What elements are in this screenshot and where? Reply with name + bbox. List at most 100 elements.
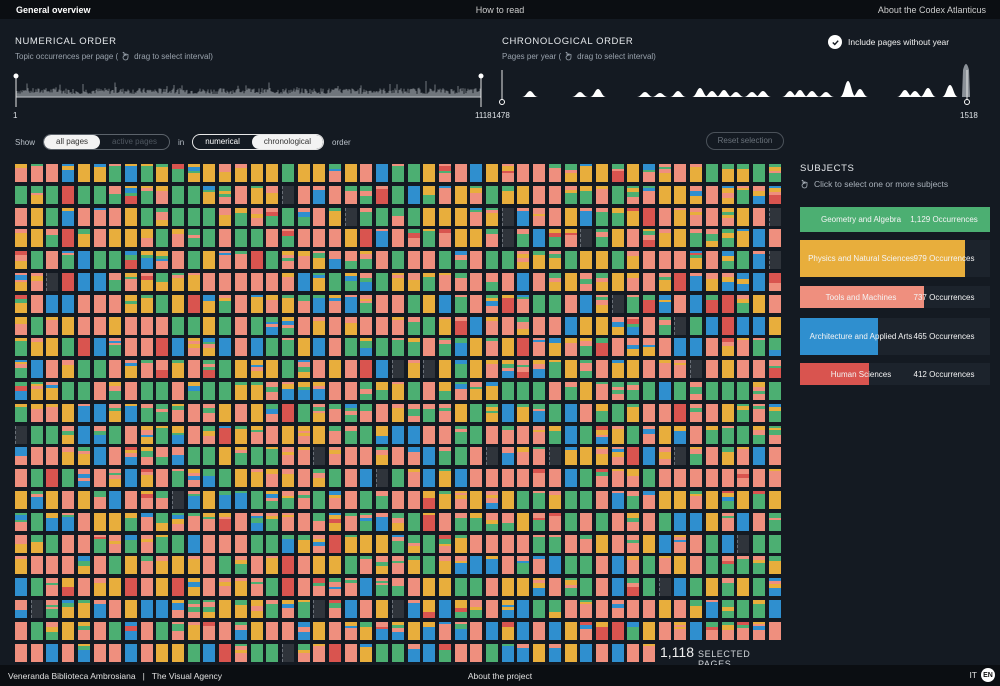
nav-about-codex[interactable]: About the Codex Atlanticus [877,4,986,15]
page-cell[interactable] [501,273,514,291]
page-cell[interactable] [580,447,593,466]
page-cell[interactable] [407,403,420,422]
page-cell[interactable] [548,600,561,618]
page-cell[interactable] [156,425,169,444]
page-cell[interactable] [360,578,373,597]
page-cell[interactable] [643,403,655,422]
page-cell[interactable] [470,251,483,270]
page-cell[interactable] [705,578,718,597]
page-cell[interactable] [297,491,310,509]
page-cell[interactable] [423,491,436,509]
page-cell[interactable] [548,491,561,509]
page-cell[interactable] [486,643,498,662]
page-cell[interactable] [438,578,451,597]
page-cell[interactable] [46,229,59,248]
page-cell[interactable] [360,556,373,575]
page-cell[interactable] [77,491,90,509]
page-cell[interactable] [517,556,530,575]
page-cell[interactable] [595,643,608,662]
page-cell[interactable] [690,425,703,444]
page-cell[interactable] [705,207,718,226]
page-cell[interactable] [187,534,200,553]
page-cell[interactable] [234,578,247,597]
page-cell[interactable] [643,164,655,182]
page-cell[interactable] [30,360,43,379]
page-cell[interactable] [297,621,310,640]
page-cell[interactable] [234,643,247,662]
page-cell[interactable] [391,164,404,182]
page-cell[interactable] [690,600,703,618]
page-cell[interactable] [344,600,357,618]
page-cell[interactable] [454,164,467,182]
page-cell[interactable] [360,447,373,466]
page-cell[interactable] [564,534,577,553]
page-cell[interactable] [705,229,718,248]
page-cell[interactable] [674,338,687,357]
page-cell[interactable] [721,185,734,204]
page-cell[interactable] [470,403,483,422]
page-cell[interactable] [486,556,498,575]
page-cell[interactable] [77,360,90,379]
page-cell[interactable] [250,512,263,531]
page-cell[interactable] [187,338,200,357]
page-cell[interactable] [15,447,27,466]
page-cell[interactable] [721,534,734,553]
page-cell[interactable] [77,469,90,488]
page-cell[interactable] [470,185,483,204]
page-cell[interactable] [376,643,389,662]
page-cell[interactable] [423,643,436,662]
page-cell[interactable] [172,338,184,357]
page-cell[interactable] [172,164,184,182]
page-cell[interactable] [768,338,781,357]
page-cell[interactable] [595,294,608,313]
page-cell[interactable] [627,469,640,488]
page-cell[interactable] [156,229,169,248]
page-cell[interactable] [329,447,341,466]
page-cell[interactable] [313,316,326,335]
page-cell[interactable] [234,185,247,204]
page-cell[interactable] [768,251,781,270]
page-cell[interactable] [62,185,75,204]
page-cell[interactable] [470,469,483,488]
page-cell[interactable] [297,600,310,618]
page-cell[interactable] [297,469,310,488]
page-cell[interactable] [62,447,75,466]
page-cell[interactable] [250,534,263,553]
page-cell[interactable] [533,273,546,291]
page-cell[interactable] [62,207,75,226]
page-cell[interactable] [548,403,561,422]
page-cell[interactable] [721,207,734,226]
page-cell[interactable] [737,185,750,204]
page-cell[interactable] [486,207,498,226]
page-cell[interactable] [627,185,640,204]
page-cell[interactable] [721,229,734,248]
page-cell[interactable] [454,316,467,335]
page-cell[interactable] [454,360,467,379]
page-cell[interactable] [501,207,514,226]
page-cell[interactable] [705,491,718,509]
page-cell[interactable] [124,294,137,313]
page-cell[interactable] [344,534,357,553]
active-pages-option[interactable]: active pages [112,137,157,146]
page-cell[interactable] [595,469,608,488]
page-cell[interactable] [690,185,703,204]
page-cell[interactable] [548,164,561,182]
page-cell[interactable] [219,512,232,531]
page-cell[interactable] [438,207,451,226]
page-cell[interactable] [548,316,561,335]
page-cell[interactable] [752,621,765,640]
page-cell[interactable] [281,425,294,444]
page-cell[interactable] [360,469,373,488]
page-cell[interactable] [643,425,655,444]
page-cell[interactable] [470,382,483,400]
page-cell[interactable] [690,578,703,597]
page-cell[interactable] [533,360,546,379]
page-cell[interactable] [297,534,310,553]
page-cell[interactable] [454,534,467,553]
page-cell[interactable] [62,360,75,379]
page-cell[interactable] [658,469,671,488]
page-cell[interactable] [46,403,59,422]
page-cell[interactable] [501,600,514,618]
page-cell[interactable] [407,164,420,182]
page-cell[interactable] [109,382,122,400]
